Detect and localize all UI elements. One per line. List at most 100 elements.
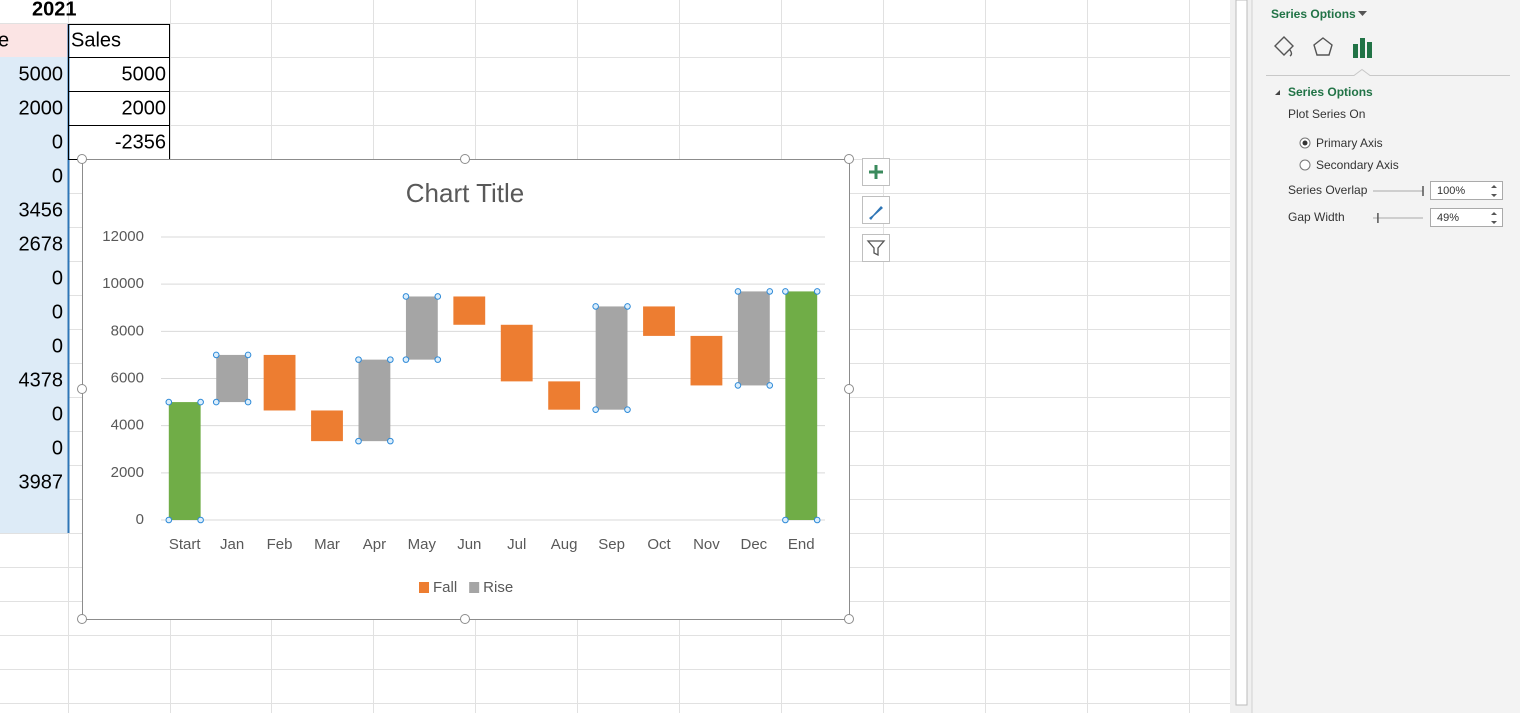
chart-resize-handle[interactable] <box>77 384 87 394</box>
column-header: e <box>0 29 9 51</box>
cell-value: 0 <box>52 301 63 323</box>
selection-handle <box>734 382 742 389</box>
cell-value: 2678 <box>19 233 64 255</box>
scroll-thumb[interactable] <box>1235 0 1248 706</box>
fall-bar <box>690 335 723 386</box>
selection-handle <box>782 288 789 295</box>
x-tick-label: Jul <box>507 536 526 553</box>
rise-bar <box>737 291 770 386</box>
fall-bar <box>548 381 581 410</box>
radio-button[interactable] <box>1299 159 1311 171</box>
cell-value: 0 <box>52 267 63 289</box>
selection-handle <box>766 288 774 295</box>
legend-label: Rise <box>483 579 513 596</box>
chart-brush-button[interactable] <box>862 196 890 224</box>
selection-handle <box>244 351 252 359</box>
chart-filter-button[interactable] <box>862 234 890 262</box>
fall-bar <box>311 410 343 442</box>
x-tick-label: Mar <box>314 536 340 553</box>
chart-resize-handle[interactable] <box>844 384 854 394</box>
rise-bar <box>216 354 249 403</box>
spin-box[interactable] <box>1430 208 1503 227</box>
cell-value: 3456 <box>19 199 64 221</box>
selection-handle <box>434 293 442 300</box>
brush-icon <box>869 206 883 220</box>
selection-handle <box>766 382 774 389</box>
rise-bar <box>595 306 628 410</box>
selection-handle <box>434 356 442 363</box>
selection-handle <box>212 398 220 406</box>
chart-resize-handle[interactable] <box>77 614 87 624</box>
field-label: Series Overlap <box>1288 183 1368 197</box>
selection-handle <box>813 288 821 295</box>
y-tick-label: 2000 <box>111 464 144 481</box>
series-options-icon[interactable] <box>1353 38 1372 58</box>
y-tick-label: 0 <box>136 511 144 528</box>
cell-value: 0 <box>52 131 63 153</box>
chart-resize-handle[interactable] <box>844 154 854 164</box>
x-tick-label: Jan <box>220 536 244 553</box>
selection-handle <box>734 288 742 295</box>
column-header: Sales <box>71 29 121 51</box>
selection-handle <box>165 398 173 406</box>
effects-icon[interactable] <box>1313 37 1333 56</box>
x-tick-label: Sep <box>598 536 625 553</box>
cell-value: 0 <box>52 165 63 187</box>
cell-value: 0 <box>52 437 63 459</box>
y-tick-label: 6000 <box>111 369 144 386</box>
selection-handle <box>592 303 599 310</box>
selection-handle <box>244 398 252 406</box>
x-tick-label: Apr <box>363 536 386 553</box>
selection-handle <box>402 293 410 300</box>
chart-area <box>82 159 850 620</box>
x-tick-label: Jun <box>457 536 481 553</box>
filter-icon <box>866 240 886 257</box>
spin-arrows[interactable] <box>1491 185 1497 197</box>
selected-range <box>0 57 68 533</box>
rise-bar <box>785 291 818 520</box>
cell-value: 3987 <box>19 471 64 493</box>
spin-value: 100% <box>1437 185 1465 197</box>
field-label: Plot Series On <box>1288 107 1365 121</box>
format-panel <box>1252 0 1520 713</box>
x-tick-label: Start <box>169 536 202 553</box>
section-title[interactable]: Series Options <box>1288 85 1373 99</box>
cell-value: 2000 <box>19 97 64 119</box>
y-tick-label: 10000 <box>102 275 144 292</box>
cell-value: 0 <box>52 403 63 425</box>
chart-resize-handle[interactable] <box>77 154 87 164</box>
rise-bar <box>405 296 438 360</box>
selection-handle <box>402 356 410 363</box>
chart-resize-handle[interactable] <box>460 154 470 164</box>
selection-handle <box>782 516 789 524</box>
selection-handle <box>197 398 204 406</box>
selection-handle <box>624 406 631 413</box>
cell-value: 5000 <box>19 63 64 85</box>
selection-handle <box>387 437 394 445</box>
spin-value: 49% <box>1437 212 1459 224</box>
x-tick-label: Oct <box>647 536 671 553</box>
fill-line-icon[interactable] <box>1274 36 1294 57</box>
selection-handle <box>592 406 599 413</box>
x-tick-label: Dec <box>741 536 768 553</box>
selection-handle <box>624 303 631 310</box>
chart-resize-handle[interactable] <box>460 614 470 624</box>
chart-resize-handle[interactable] <box>844 614 854 624</box>
field-label: Gap Width <box>1288 210 1345 224</box>
cell-value: 5000 <box>122 63 167 85</box>
year-label: 2021 <box>32 0 77 20</box>
selection-handle <box>355 437 362 445</box>
panel-menu[interactable]: Series Options <box>1271 7 1356 21</box>
spin-box[interactable] <box>1430 181 1503 200</box>
header-cell-highlight <box>0 24 68 57</box>
y-tick-label: 8000 <box>111 322 144 339</box>
tab-underline <box>1266 68 1510 76</box>
y-tick-label: 12000 <box>102 228 144 245</box>
fall-bar <box>643 306 675 336</box>
fall-bar <box>500 324 533 382</box>
spin-arrows[interactable] <box>1491 212 1497 224</box>
radio-label[interactable]: Primary Axis <box>1316 136 1383 150</box>
radio-label[interactable]: Secondary Axis <box>1316 158 1399 172</box>
